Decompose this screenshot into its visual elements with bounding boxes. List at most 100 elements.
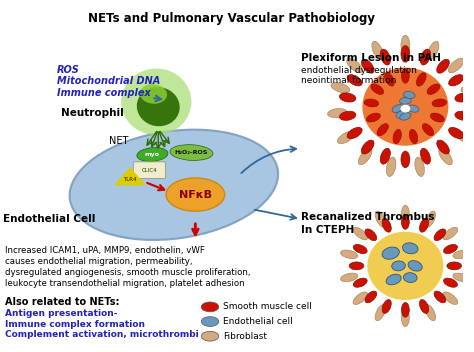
Ellipse shape	[401, 302, 409, 317]
Ellipse shape	[420, 49, 430, 65]
Ellipse shape	[419, 218, 428, 232]
Text: dysregulated angiogenesis, smooth muscle proliferation,: dysregulated angiogenesis, smooth muscle…	[5, 268, 250, 277]
Ellipse shape	[401, 35, 410, 55]
Ellipse shape	[380, 148, 391, 164]
Ellipse shape	[437, 59, 449, 73]
Ellipse shape	[367, 232, 444, 300]
Ellipse shape	[347, 75, 362, 86]
Text: ROS: ROS	[57, 65, 80, 75]
Text: In CTEPH: In CTEPH	[301, 225, 354, 235]
Ellipse shape	[328, 108, 347, 118]
Ellipse shape	[396, 111, 407, 118]
Ellipse shape	[432, 99, 447, 107]
Ellipse shape	[393, 129, 401, 144]
Ellipse shape	[346, 58, 363, 73]
Text: NFκB: NFκB	[179, 190, 212, 200]
Ellipse shape	[456, 131, 474, 144]
Text: Endothelial Cell: Endothelial Cell	[3, 214, 95, 224]
Text: Immune complex formation: Immune complex formation	[5, 320, 145, 328]
Ellipse shape	[444, 278, 457, 287]
Ellipse shape	[365, 229, 377, 241]
Ellipse shape	[448, 127, 464, 139]
Ellipse shape	[410, 129, 418, 144]
Ellipse shape	[339, 93, 356, 102]
Ellipse shape	[363, 68, 448, 146]
Ellipse shape	[341, 273, 358, 282]
Polygon shape	[115, 168, 145, 185]
Ellipse shape	[455, 93, 471, 102]
Ellipse shape	[375, 211, 385, 227]
Ellipse shape	[386, 157, 396, 176]
Ellipse shape	[400, 97, 411, 105]
Ellipse shape	[439, 148, 452, 165]
Ellipse shape	[371, 84, 383, 94]
Text: Endothelial cell: Endothelial cell	[223, 317, 292, 326]
Ellipse shape	[447, 262, 462, 270]
Ellipse shape	[419, 300, 428, 313]
Ellipse shape	[140, 84, 167, 104]
Ellipse shape	[382, 218, 391, 232]
Ellipse shape	[403, 92, 415, 98]
Ellipse shape	[443, 292, 458, 304]
Text: Fibroblast: Fibroblast	[223, 332, 267, 341]
Ellipse shape	[364, 99, 379, 107]
Ellipse shape	[443, 227, 458, 240]
Text: Neutrophil: Neutrophil	[61, 108, 123, 119]
Text: leukocyte transendothelial migration, platelet adhesion: leukocyte transendothelial migration, pl…	[5, 278, 245, 288]
Ellipse shape	[401, 215, 409, 229]
Ellipse shape	[427, 84, 440, 94]
Ellipse shape	[201, 331, 219, 341]
Ellipse shape	[384, 73, 394, 86]
Ellipse shape	[70, 130, 278, 240]
Text: Plexiform Lesion in PAH: Plexiform Lesion in PAH	[301, 53, 441, 63]
Ellipse shape	[121, 69, 191, 135]
Ellipse shape	[372, 41, 383, 59]
Ellipse shape	[464, 108, 474, 118]
Ellipse shape	[453, 273, 470, 282]
Text: CLIC4: CLIC4	[142, 168, 157, 172]
Ellipse shape	[358, 148, 372, 165]
Ellipse shape	[448, 58, 464, 73]
Ellipse shape	[401, 309, 409, 327]
Ellipse shape	[401, 105, 410, 113]
Ellipse shape	[353, 245, 367, 253]
Ellipse shape	[453, 250, 470, 259]
Ellipse shape	[353, 227, 368, 240]
Ellipse shape	[402, 243, 418, 254]
Ellipse shape	[408, 260, 422, 271]
Ellipse shape	[166, 178, 225, 211]
Ellipse shape	[349, 262, 364, 270]
Ellipse shape	[448, 75, 464, 86]
Ellipse shape	[353, 278, 367, 287]
FancyBboxPatch shape	[133, 162, 165, 178]
Ellipse shape	[401, 205, 409, 223]
Ellipse shape	[437, 140, 449, 154]
Ellipse shape	[422, 124, 434, 136]
Text: H₂O₂-ROS: H₂O₂-ROS	[175, 150, 208, 155]
Ellipse shape	[420, 148, 430, 164]
Text: NETs and Pulmonary Vascular Pathobiology: NETs and Pulmonary Vascular Pathobiology	[88, 12, 375, 25]
Ellipse shape	[375, 304, 385, 321]
Ellipse shape	[386, 274, 401, 285]
Text: NET: NET	[109, 136, 129, 146]
Text: Immune complex: Immune complex	[57, 88, 150, 98]
Ellipse shape	[392, 261, 405, 271]
Ellipse shape	[339, 111, 356, 120]
Ellipse shape	[201, 317, 219, 326]
Ellipse shape	[434, 291, 446, 303]
Ellipse shape	[170, 145, 213, 161]
Ellipse shape	[401, 151, 410, 168]
Ellipse shape	[401, 46, 410, 62]
Text: Complement activation, microthrombi: Complement activation, microthrombi	[5, 330, 199, 339]
Ellipse shape	[400, 113, 411, 120]
Ellipse shape	[416, 73, 426, 86]
Ellipse shape	[382, 300, 391, 313]
Ellipse shape	[341, 250, 358, 259]
Ellipse shape	[425, 304, 436, 321]
Ellipse shape	[455, 111, 471, 120]
Ellipse shape	[408, 105, 419, 112]
Text: TLR4: TLR4	[123, 177, 137, 182]
Ellipse shape	[430, 113, 444, 122]
Ellipse shape	[461, 82, 474, 93]
Ellipse shape	[331, 82, 350, 93]
